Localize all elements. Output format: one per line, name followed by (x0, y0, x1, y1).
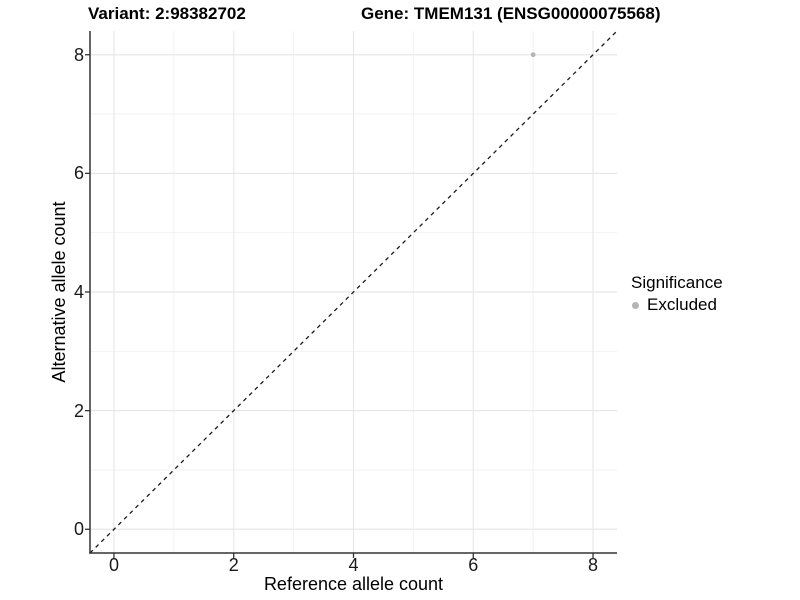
y-tick-label: 2 (73, 400, 84, 421)
x-tick-label: 8 (588, 555, 599, 575)
x-axis-title: Reference allele count (263, 574, 444, 594)
y-tick-label: 6 (73, 163, 84, 184)
x-tick-label: 6 (468, 555, 479, 575)
legend: Significance Excluded (631, 273, 796, 315)
identity-dashed-line (89, 30, 618, 554)
legend-item-label: Excluded (647, 295, 717, 314)
y-axis-title: Alternative allele count (49, 201, 69, 383)
x-tick-label: 0 (108, 555, 119, 575)
data-point (530, 52, 536, 58)
legend-item-excluded: Excluded (631, 295, 796, 315)
x-tick-label: 2 (228, 555, 239, 575)
legend-point-icon (632, 301, 639, 309)
plot-title-variant: Variant: 2:98382702 (88, 4, 246, 23)
x-tick-label: 4 (348, 555, 359, 575)
y-tick-label: 4 (73, 282, 84, 302)
legend-title: Significance (631, 273, 723, 292)
y-tick-label: 8 (73, 44, 84, 65)
y-tick-label: 0 (73, 519, 84, 540)
plot-title-gene: Gene: TMEM131 (ENSG00000075568) (361, 4, 661, 23)
